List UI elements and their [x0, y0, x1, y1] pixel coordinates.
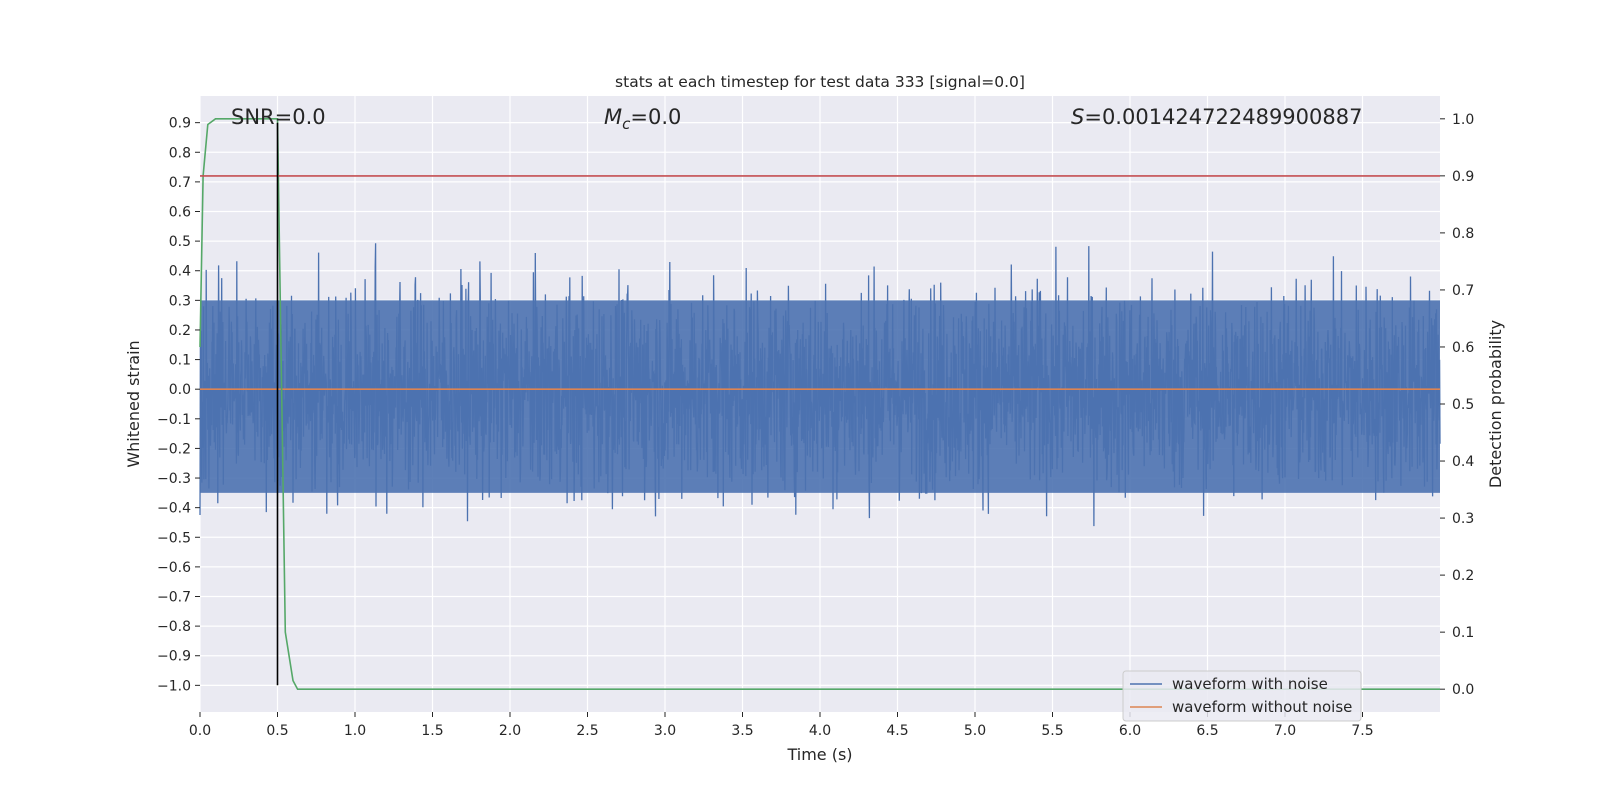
y2-tick-label: 0.6 — [1452, 340, 1474, 356]
x-tick-label: 1.0 — [344, 723, 366, 739]
x-tick-label: 3.5 — [731, 723, 753, 739]
y-axis-label: Whitened strain — [124, 340, 143, 467]
s-value: =0.001424722489900887 — [1084, 105, 1362, 129]
y2-tick-label: 0.0 — [1452, 682, 1474, 698]
y-axis-right: 1.0 0.9 0.8 0.7 0.6 0.5 0.4 0.3 0.2 0.1 0.0 — [1440, 112, 1474, 698]
x-tick-label: 3.0 — [654, 723, 676, 739]
y-tick-label: −0.8 — [157, 619, 191, 635]
x-tick-label: 6.0 — [1119, 723, 1141, 739]
x-axis: 0.0 0.5 1.0 1.5 2.0 2.5 3.0 3.5 4.0 4.5 5.0 5.5 6.0 6… — [189, 712, 1374, 739]
x-axis-label: Time (s) — [786, 745, 852, 764]
x-tick-label: 7.5 — [1351, 723, 1373, 739]
y-tick-label: 0.5 — [169, 234, 191, 250]
x-tick-label: 1.5 — [421, 723, 443, 739]
y-tick-label: 0.6 — [169, 205, 191, 221]
y-tick-label: −0.7 — [157, 590, 191, 606]
y-tick-label: 0.8 — [169, 145, 191, 161]
y2-axis-label: Detection probability — [1486, 320, 1505, 488]
y-tick-label: 0.4 — [169, 264, 191, 280]
legend: waveform with noise waveform without noi… — [1122, 670, 1362, 722]
y-tick-label: 0.0 — [169, 382, 191, 398]
s-annotation: S=0.001424722489900887 — [1071, 105, 1362, 129]
y-tick-label: −0.5 — [157, 530, 191, 546]
x-tick-label: 0.0 — [189, 723, 211, 739]
noise-series — [199, 243, 1441, 527]
x-tick-label: 5.0 — [964, 723, 986, 739]
s-symbol: S — [1071, 105, 1084, 129]
y-tick-label: −0.4 — [157, 501, 191, 517]
line-series — [199, 118, 1440, 690]
mc-subscript: c — [622, 115, 631, 133]
x-tick-label: 4.0 — [809, 723, 831, 739]
x-tick-label: 4.5 — [886, 723, 908, 739]
mc-annotation: Mc=0.0 — [604, 105, 681, 133]
noise-dense-band — [200, 300, 1440, 493]
x-tick-label: 7.0 — [1274, 723, 1296, 739]
y-tick-label: −0.3 — [157, 471, 191, 487]
y2-tick-label: 0.7 — [1452, 283, 1474, 299]
x-tick-label: 6.5 — [1196, 723, 1218, 739]
y-tick-label: −0.2 — [157, 441, 191, 457]
y-tick-label: −0.9 — [157, 649, 191, 665]
mc-value: =0.0 — [630, 105, 681, 129]
snr-annotation: SNR=0.0 — [231, 105, 326, 129]
y-tick-label: −0.1 — [157, 412, 191, 428]
legend-label-noise: waveform with noise — [1172, 675, 1328, 693]
y2-tick-label: 1.0 — [1452, 112, 1474, 128]
y-tick-label: 0.1 — [169, 353, 191, 369]
legend-box — [1122, 670, 1362, 722]
x-tick-label: 5.5 — [1041, 723, 1063, 739]
y-tick-label: 0.3 — [169, 293, 191, 309]
y-tick-label: −0.6 — [157, 560, 191, 576]
y-tick-label: 0.9 — [169, 116, 191, 132]
y2-tick-label: 0.8 — [1452, 226, 1474, 242]
y2-tick-label: 0.4 — [1452, 454, 1474, 470]
mc-symbol: M — [604, 105, 622, 129]
x-tick-label: 2.0 — [499, 723, 521, 739]
chart-title: stats at each timestep for test data 333… — [615, 73, 1025, 91]
x-tick-label: 0.5 — [266, 723, 288, 739]
x-tick-label: 2.5 — [576, 723, 598, 739]
y2-tick-label: 0.3 — [1452, 511, 1474, 527]
y2-tick-label: 0.5 — [1452, 397, 1474, 413]
legend-label-clean: waveform without noise — [1172, 698, 1352, 716]
y-axis-left: 0.9 0.8 0.7 0.6 0.5 0.4 0.3 0.2 0.1 0.0 −0.1 −0.2 −0… — [157, 116, 200, 694]
detection-probability-line — [199, 118, 1440, 690]
y-tick-label: −1.0 — [157, 678, 191, 694]
y2-tick-label: 0.9 — [1452, 169, 1474, 185]
y2-tick-label: 0.2 — [1452, 568, 1474, 584]
y-tick-label: 0.7 — [169, 175, 191, 191]
y2-tick-label: 0.1 — [1452, 625, 1474, 641]
y-tick-label: 0.2 — [169, 323, 191, 339]
